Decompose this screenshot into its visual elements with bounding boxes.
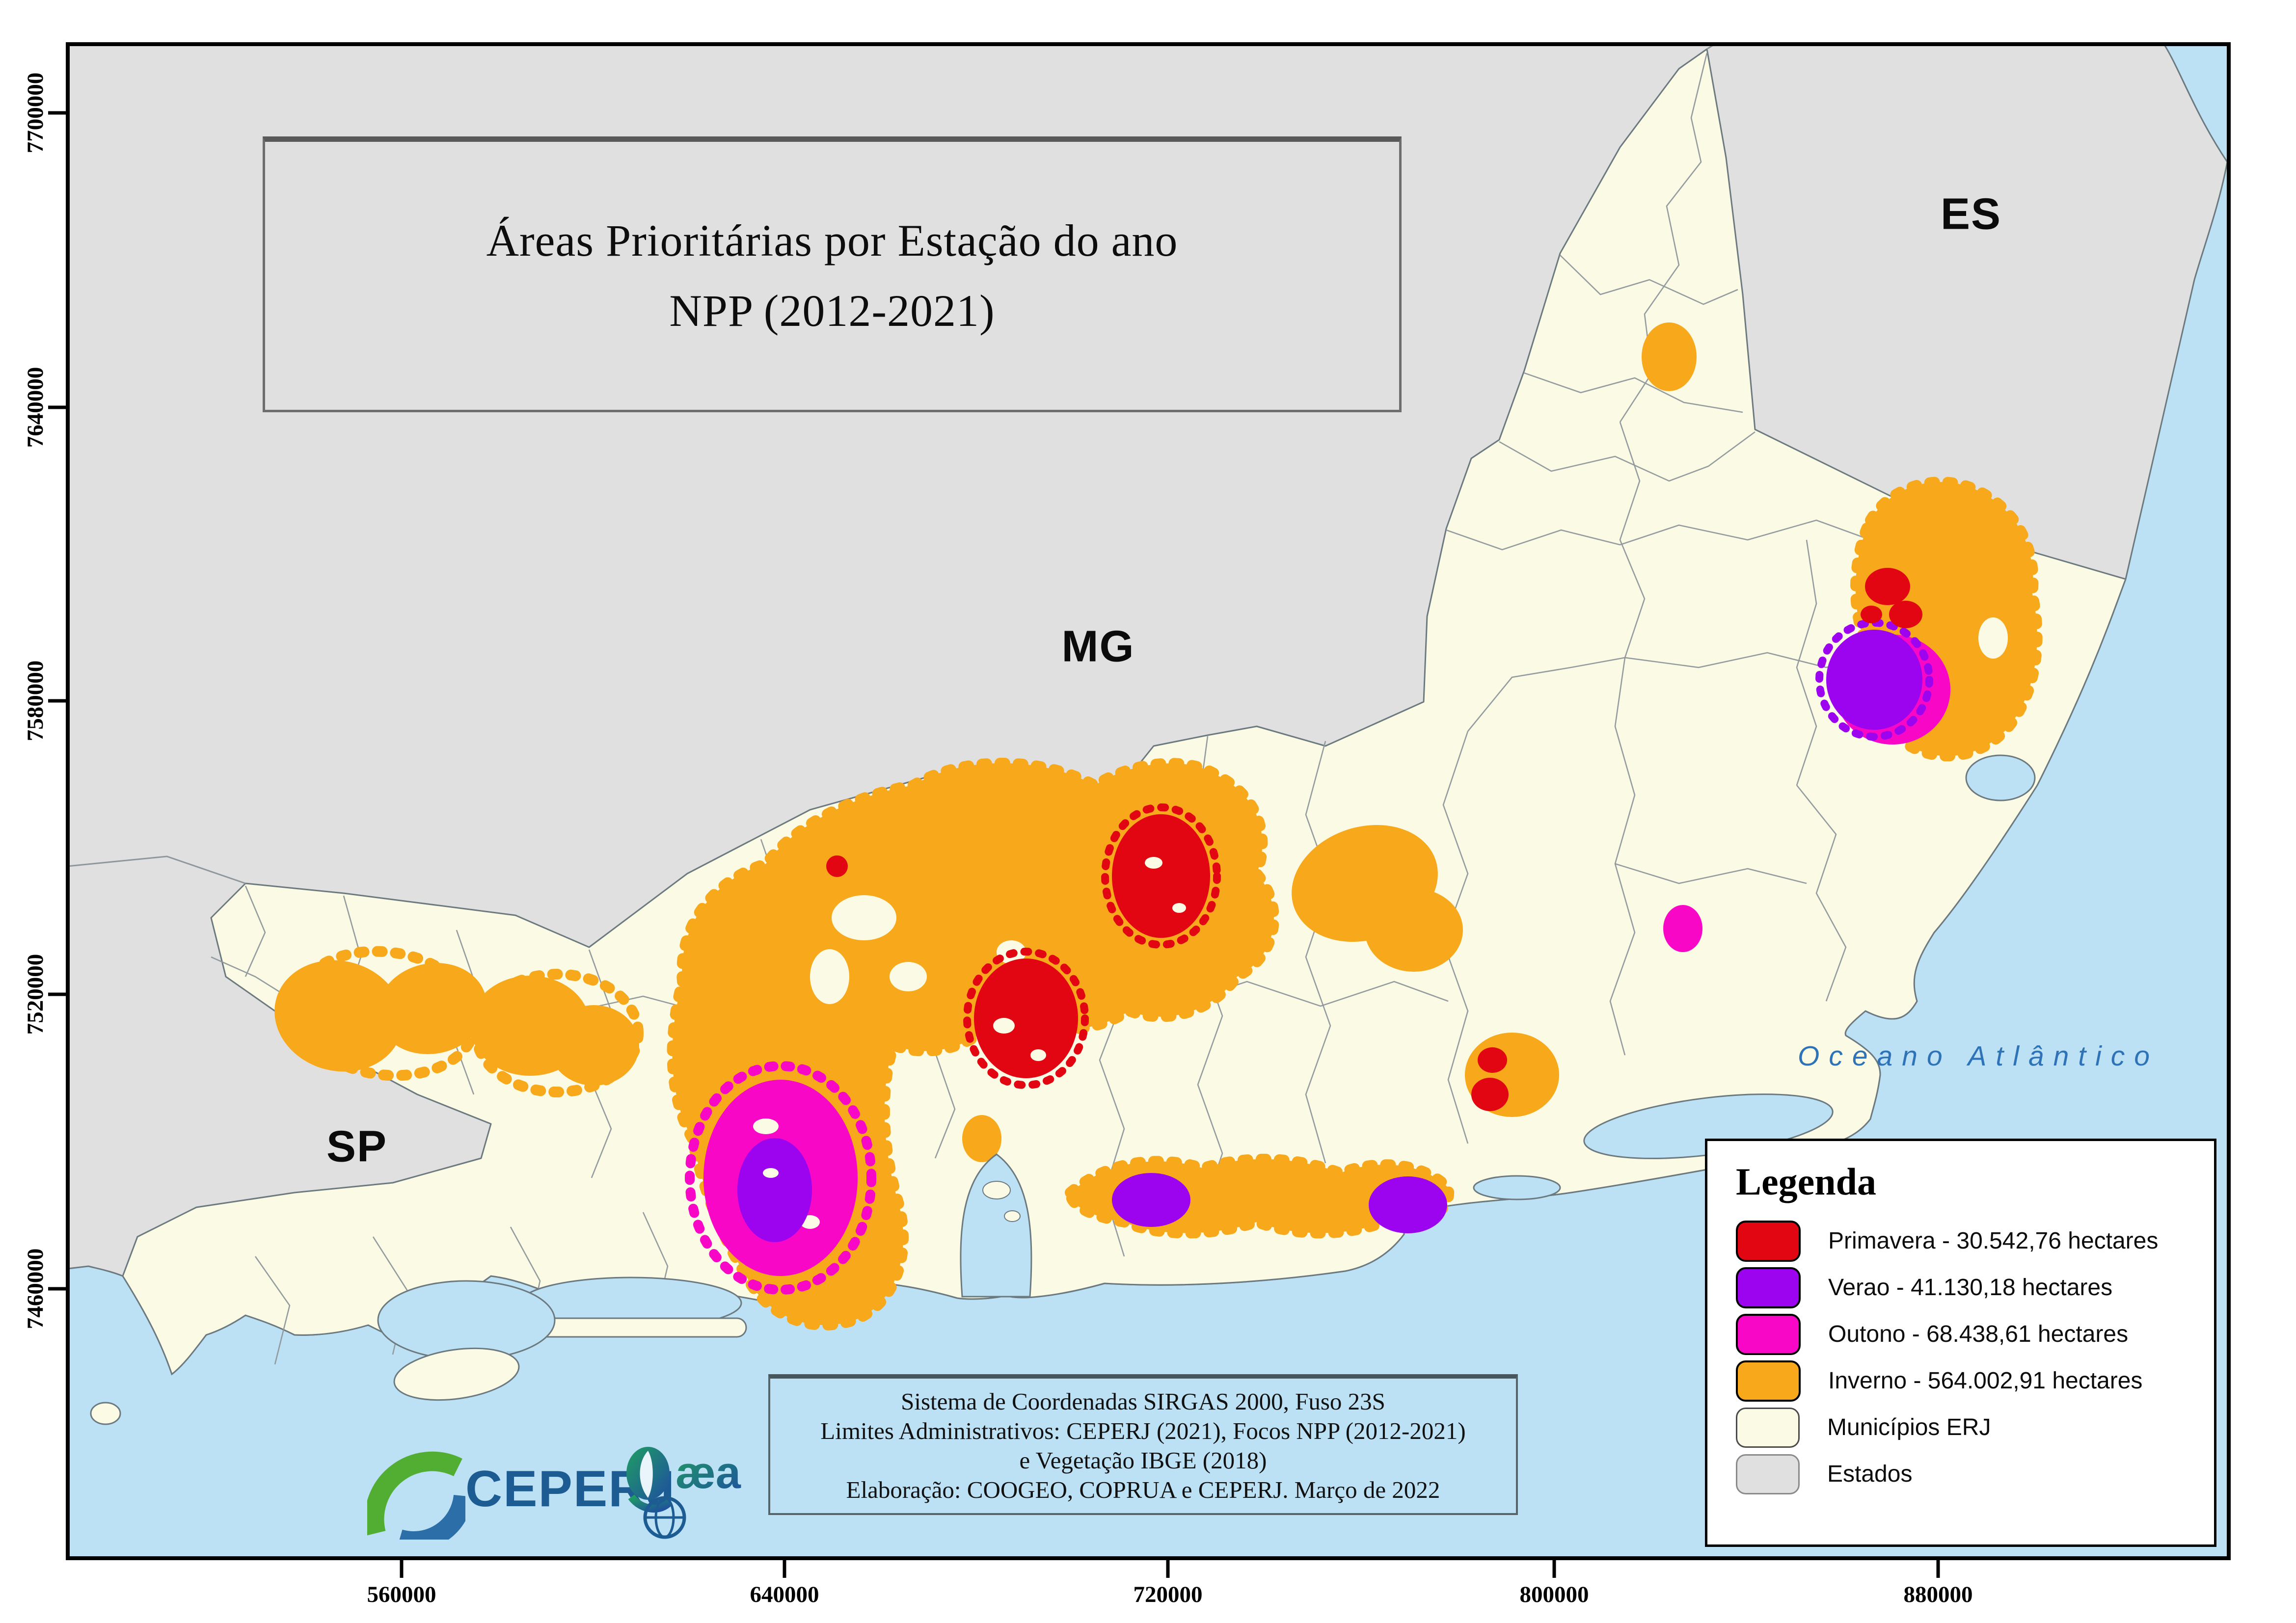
gaea-logo-icon: æa: [626, 1447, 741, 1539]
ceperj-logo-icon: [367, 1451, 465, 1540]
legend-item-estados: Estados: [1736, 1451, 2199, 1497]
lagoa-feia: [1965, 754, 2036, 801]
x-tick-label: 720000: [1133, 1582, 1203, 1607]
verao-swatch-icon: [1736, 1267, 1801, 1308]
x-tick-label: 880000: [1903, 1582, 1973, 1607]
credits-line4: Elaboração: COOGEO, COPRUA e CEPERJ. Mar…: [846, 1476, 1440, 1503]
y-tick-label: 7640000: [23, 367, 48, 448]
bays-and-lagoons: [90, 754, 2036, 1425]
credits-line2: Limites Administrativos: CEPERJ (2021), …: [820, 1417, 1466, 1445]
legend: Legenda Primavera - 30.542,76 hectares V…: [1705, 1139, 2216, 1547]
primavera-swatch-icon: [1736, 1220, 1801, 1262]
map-frame: [66, 42, 2231, 1560]
estados-swatch-icon: [1736, 1454, 1800, 1494]
ilha-grande-bay: [377, 1280, 556, 1360]
coastal-lagoon: [1473, 1175, 1561, 1200]
legend-item-outono: Outono - 68.438,61 hectares: [1736, 1311, 2199, 1357]
gaea-logo-text: æa: [675, 1448, 741, 1498]
legend-item-label: Inverno - 564.002,91 hectares: [1828, 1368, 2143, 1394]
legend-item-label: Municípios ERJ: [1827, 1414, 1991, 1440]
inverno-swatch-icon: [1736, 1360, 1801, 1402]
credits-line1: Sistema de Coordenadas SIRGAS 2000, Fuso…: [901, 1388, 1385, 1415]
outono-swatch-icon: [1736, 1313, 1801, 1355]
ilha-grande-island: [393, 1347, 520, 1401]
verao-areas: [737, 619, 1933, 1242]
municipios-swatch-icon: [1736, 1407, 1800, 1448]
axis-ticks: [48, 111, 1940, 1578]
primavera-areas: [826, 568, 1922, 1111]
legend-item-label: Verao - 41.130,18 hectares: [1828, 1275, 2113, 1301]
map-title-box: Áreas Prioritárias por Estação do ano NP…: [263, 136, 1402, 412]
legend-title: Legenda: [1736, 1160, 1877, 1203]
x-tick-label: 560000: [367, 1582, 436, 1607]
x-tick-label: 800000: [1519, 1582, 1589, 1607]
map-title-line1: Áreas Prioritárias por Estação do ano: [486, 215, 1178, 266]
legend-item-verao: Verao - 41.130,18 hectares: [1736, 1264, 2199, 1311]
legend-item-label: Estados: [1827, 1461, 1913, 1487]
state-label-es: ES: [1940, 189, 2002, 239]
y-tick-label: 7520000: [23, 954, 48, 1035]
legend-item-municipios: Municípios ERJ: [1736, 1404, 2199, 1451]
state-label-sp: SP: [326, 1122, 388, 1171]
legend-item-label: Outono - 68.438,61 hectares: [1828, 1321, 2129, 1347]
small-island: [90, 1402, 121, 1425]
y-tick-label: 7700000: [23, 72, 48, 154]
x-tick-label: 640000: [750, 1582, 819, 1607]
guanabara-bay: [960, 1153, 1032, 1298]
legend-item-inverno: Inverno - 564.002,91 hectares: [1736, 1357, 2199, 1404]
credits-box: Sistema de Coordenadas SIRGAS 2000, Fuso…: [768, 1374, 1518, 1515]
state-label-mg: MG: [1061, 622, 1135, 671]
legend-item-primavera: Primavera - 30.542,76 hectares: [1736, 1218, 2199, 1264]
map-title-line2: NPP (2012-2021): [669, 286, 995, 336]
legend-item-label: Primavera - 30.542,76 hectares: [1828, 1228, 2159, 1254]
sp-mg-border: [67, 855, 246, 884]
credits-line3: e Vegetação IBGE (2018): [1019, 1447, 1267, 1474]
y-tick-label: 7460000: [23, 1248, 48, 1330]
y-tick-label: 7580000: [23, 660, 48, 742]
ocean-label: Oceano Atlântico: [1798, 1040, 2159, 1072]
